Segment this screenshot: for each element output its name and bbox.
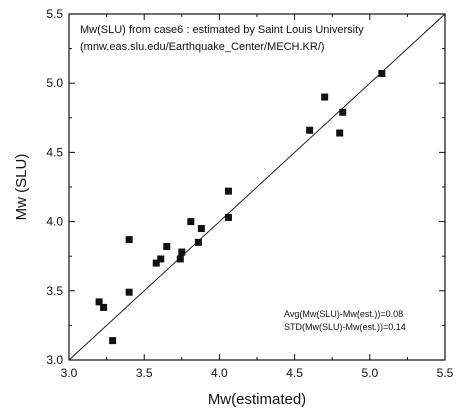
data-point-square [224,213,232,221]
y-tick-label: 3.0 [46,353,63,367]
data-point-square [152,259,160,267]
x-tick-label: 4.5 [286,366,303,380]
data-point-square [125,236,133,244]
data-point-square [100,303,108,311]
data-point-square [306,126,314,134]
y-axis-title: Mw (SLU) [13,154,30,221]
y-tick-label: 5.0 [46,76,63,90]
data-point-square [378,70,386,78]
data-point-square [194,238,202,246]
data-point-square [224,187,232,195]
x-tick-label: 4.0 [211,366,228,380]
annotation-line-1: Mw(SLU) from case6 : estimated by Saint … [80,24,364,36]
annotation-line-2: (mnw.eas.slu.edu/Earthquake_Center/MECH.… [80,41,325,53]
data-point-square [157,255,165,263]
data-point-square [109,337,117,345]
x-tick-label: 5.0 [361,366,378,380]
data-point-square [336,129,344,137]
y-tick-label: 4.5 [46,145,63,159]
stats-std: STD(Mw(SLU)-Mw(est.))=0.14 [284,322,406,332]
data-point-square [176,255,184,263]
y-tick-label: 3.5 [46,284,63,298]
data-point-square [163,243,171,251]
stats-avg: Avg(Mw(SLU)-Mw(est.))=0.08 [284,309,403,319]
data-point-square [197,225,205,233]
x-tick-label: 5.5 [437,366,454,380]
data-points [95,70,386,345]
y-tick-label: 4.0 [46,215,63,229]
data-point-square [321,93,329,101]
y-tick-label: 5.5 [46,7,63,21]
x-tick-label: 3.5 [136,366,153,380]
data-point-square [125,288,133,296]
data-point-square [95,298,103,306]
data-point-square [339,108,347,116]
x-tick-label: 3.0 [61,366,78,380]
x-axis-title: Mw(estimated) [208,391,306,408]
data-point-square [178,248,186,256]
axis-ticks: 3.0 3.5 4.0 4.5 5.0 5.5 3.0 3.5 4.0 4.5 5.0 5.5 [46,7,453,380]
data-point-square [187,218,195,226]
